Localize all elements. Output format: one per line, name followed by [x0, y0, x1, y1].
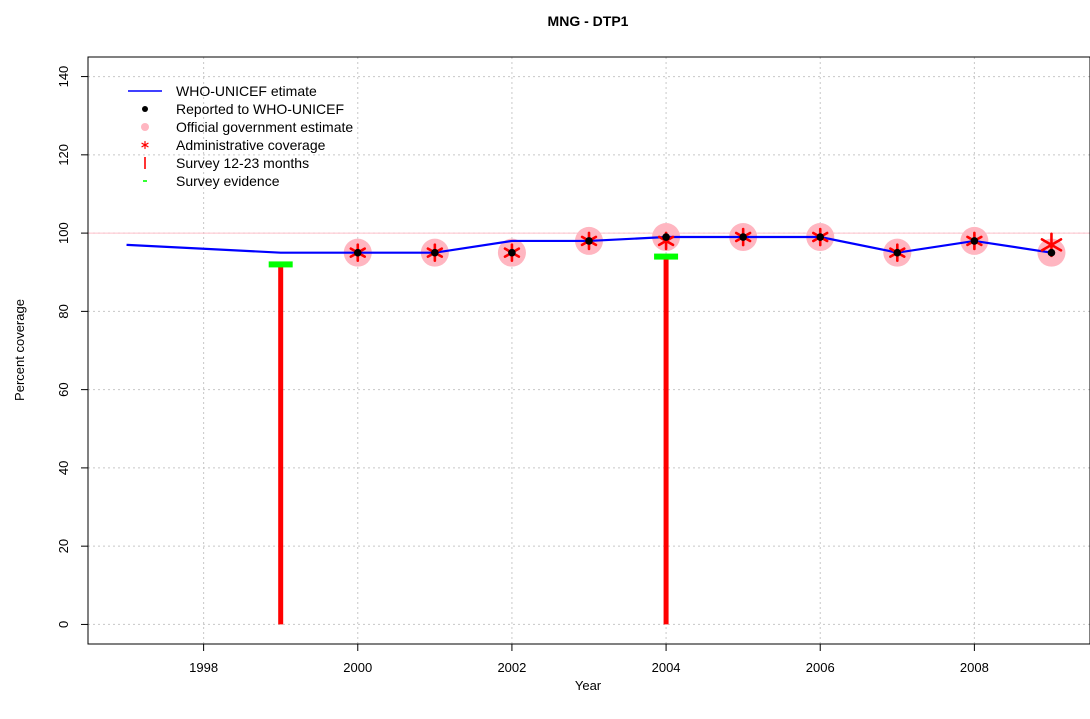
legend-item-dash: Survey evidence [143, 173, 280, 189]
x-tick-label: 2002 [497, 660, 526, 675]
chart-title: MNG - DTP1 [548, 13, 629, 29]
reported-point-2000 [353, 248, 362, 257]
reported-point-2002 [508, 248, 516, 257]
x-tick-label: 2000 [343, 660, 372, 675]
y-tick-label: 80 [56, 304, 71, 318]
reported-point-2008 [970, 237, 979, 245]
x-tick-label: 2004 [652, 660, 681, 675]
legend-star-icon [141, 140, 149, 150]
x-tick-label: 1998 [189, 660, 218, 675]
x-tick-label: 2006 [806, 660, 835, 675]
reported-point-2001 [431, 248, 439, 257]
legend-item-star: Administrative coverage [141, 137, 326, 153]
legend-item-bar: Survey 12-23 months [144, 155, 309, 171]
y-axis-label: Percent coverage [12, 299, 27, 401]
y-axis: 0 20 40 60 80 100 120 140 [56, 66, 88, 628]
legend-label: Official government estimate [176, 119, 353, 135]
legend-label: Survey evidence [176, 173, 280, 189]
reported-point-2009 [1047, 248, 1056, 257]
survey-evidence-1999 [268, 261, 293, 268]
y-tick-label: 40 [56, 461, 71, 475]
x-tick-label: 2008 [960, 660, 989, 675]
y-tick-label: 60 [56, 382, 71, 396]
plot-frame [87, 56, 1090, 645]
y-tick-label: 0 [56, 621, 71, 628]
data-marks [126, 223, 1066, 625]
reported-point-2003 [585, 237, 593, 245]
legend-item-circle: Official government estimate [141, 119, 353, 135]
reported-point-2004 [662, 233, 670, 241]
reported-point-2007 [893, 248, 902, 257]
legend-label: Survey 12-23 months [176, 155, 309, 171]
y-tick-label: 100 [56, 222, 71, 244]
legend-item-point: Reported to WHO-UNICEF [142, 101, 344, 117]
x-axis: 1998 2000 2002 2004 2006 2008 [189, 644, 989, 675]
y-tick-label: 120 [56, 144, 71, 166]
reported-point-2005 [739, 233, 747, 241]
legend-label: Reported to WHO-UNICEF [176, 101, 344, 117]
legend-label: WHO-UNICEF etimate [176, 83, 317, 99]
legend-label: Administrative coverage [176, 137, 326, 153]
survey-evidence-2004 [654, 253, 679, 260]
legend: WHO-UNICEF etimate Reported to WHO-UNICEF… [128, 83, 353, 189]
reported-point-2006 [816, 233, 825, 241]
y-tick-label: 140 [56, 66, 71, 88]
x-axis-label: Year [575, 678, 602, 693]
y-tick-label: 20 [56, 539, 71, 553]
legend-item-line: WHO-UNICEF etimate [128, 83, 317, 99]
